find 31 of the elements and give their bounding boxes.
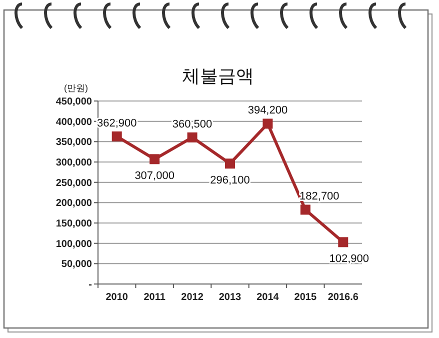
y-tick-label: 150,000: [56, 218, 92, 230]
y-tick-label: 250,000: [56, 178, 92, 189]
y-tick-label: 100,000: [56, 238, 92, 250]
y-tick-label: 400,000: [56, 116, 92, 128]
x-tick-label: 2011: [144, 292, 166, 303]
point: [225, 158, 235, 169]
data-label: 307,000: [134, 170, 174, 182]
data-label: 296,100: [210, 174, 250, 187]
point: [150, 154, 160, 164]
x-tick-label: 2014: [256, 292, 280, 303]
y-tick-label: 300,000: [56, 158, 92, 168]
point: [300, 204, 310, 215]
y-axis-title: (만원): [64, 83, 88, 93]
y-tick-label: 200,000: [56, 198, 92, 210]
chart-title: 체불금액: [182, 66, 254, 86]
y-tick-label: 50,000: [61, 259, 92, 270]
x-tick-label: 2013: [218, 292, 242, 303]
point: [338, 237, 348, 248]
data-label: 360,500: [172, 118, 212, 130]
y-tick-label: 450,000: [56, 96, 92, 108]
data-label: 102,900: [329, 253, 370, 266]
y-tick-label: -: [88, 280, 92, 290]
x-tick-label: 2015: [294, 292, 317, 303]
point: [187, 132, 198, 142]
point: [262, 118, 273, 129]
data-label: 394,200: [248, 104, 288, 117]
y-tick-label: 350,000: [56, 137, 92, 148]
point: [112, 131, 122, 142]
x-tick-label: 2010: [106, 292, 128, 303]
x-tick-label: 2012: [181, 292, 204, 303]
x-tick-label: 2016.6: [328, 292, 359, 303]
